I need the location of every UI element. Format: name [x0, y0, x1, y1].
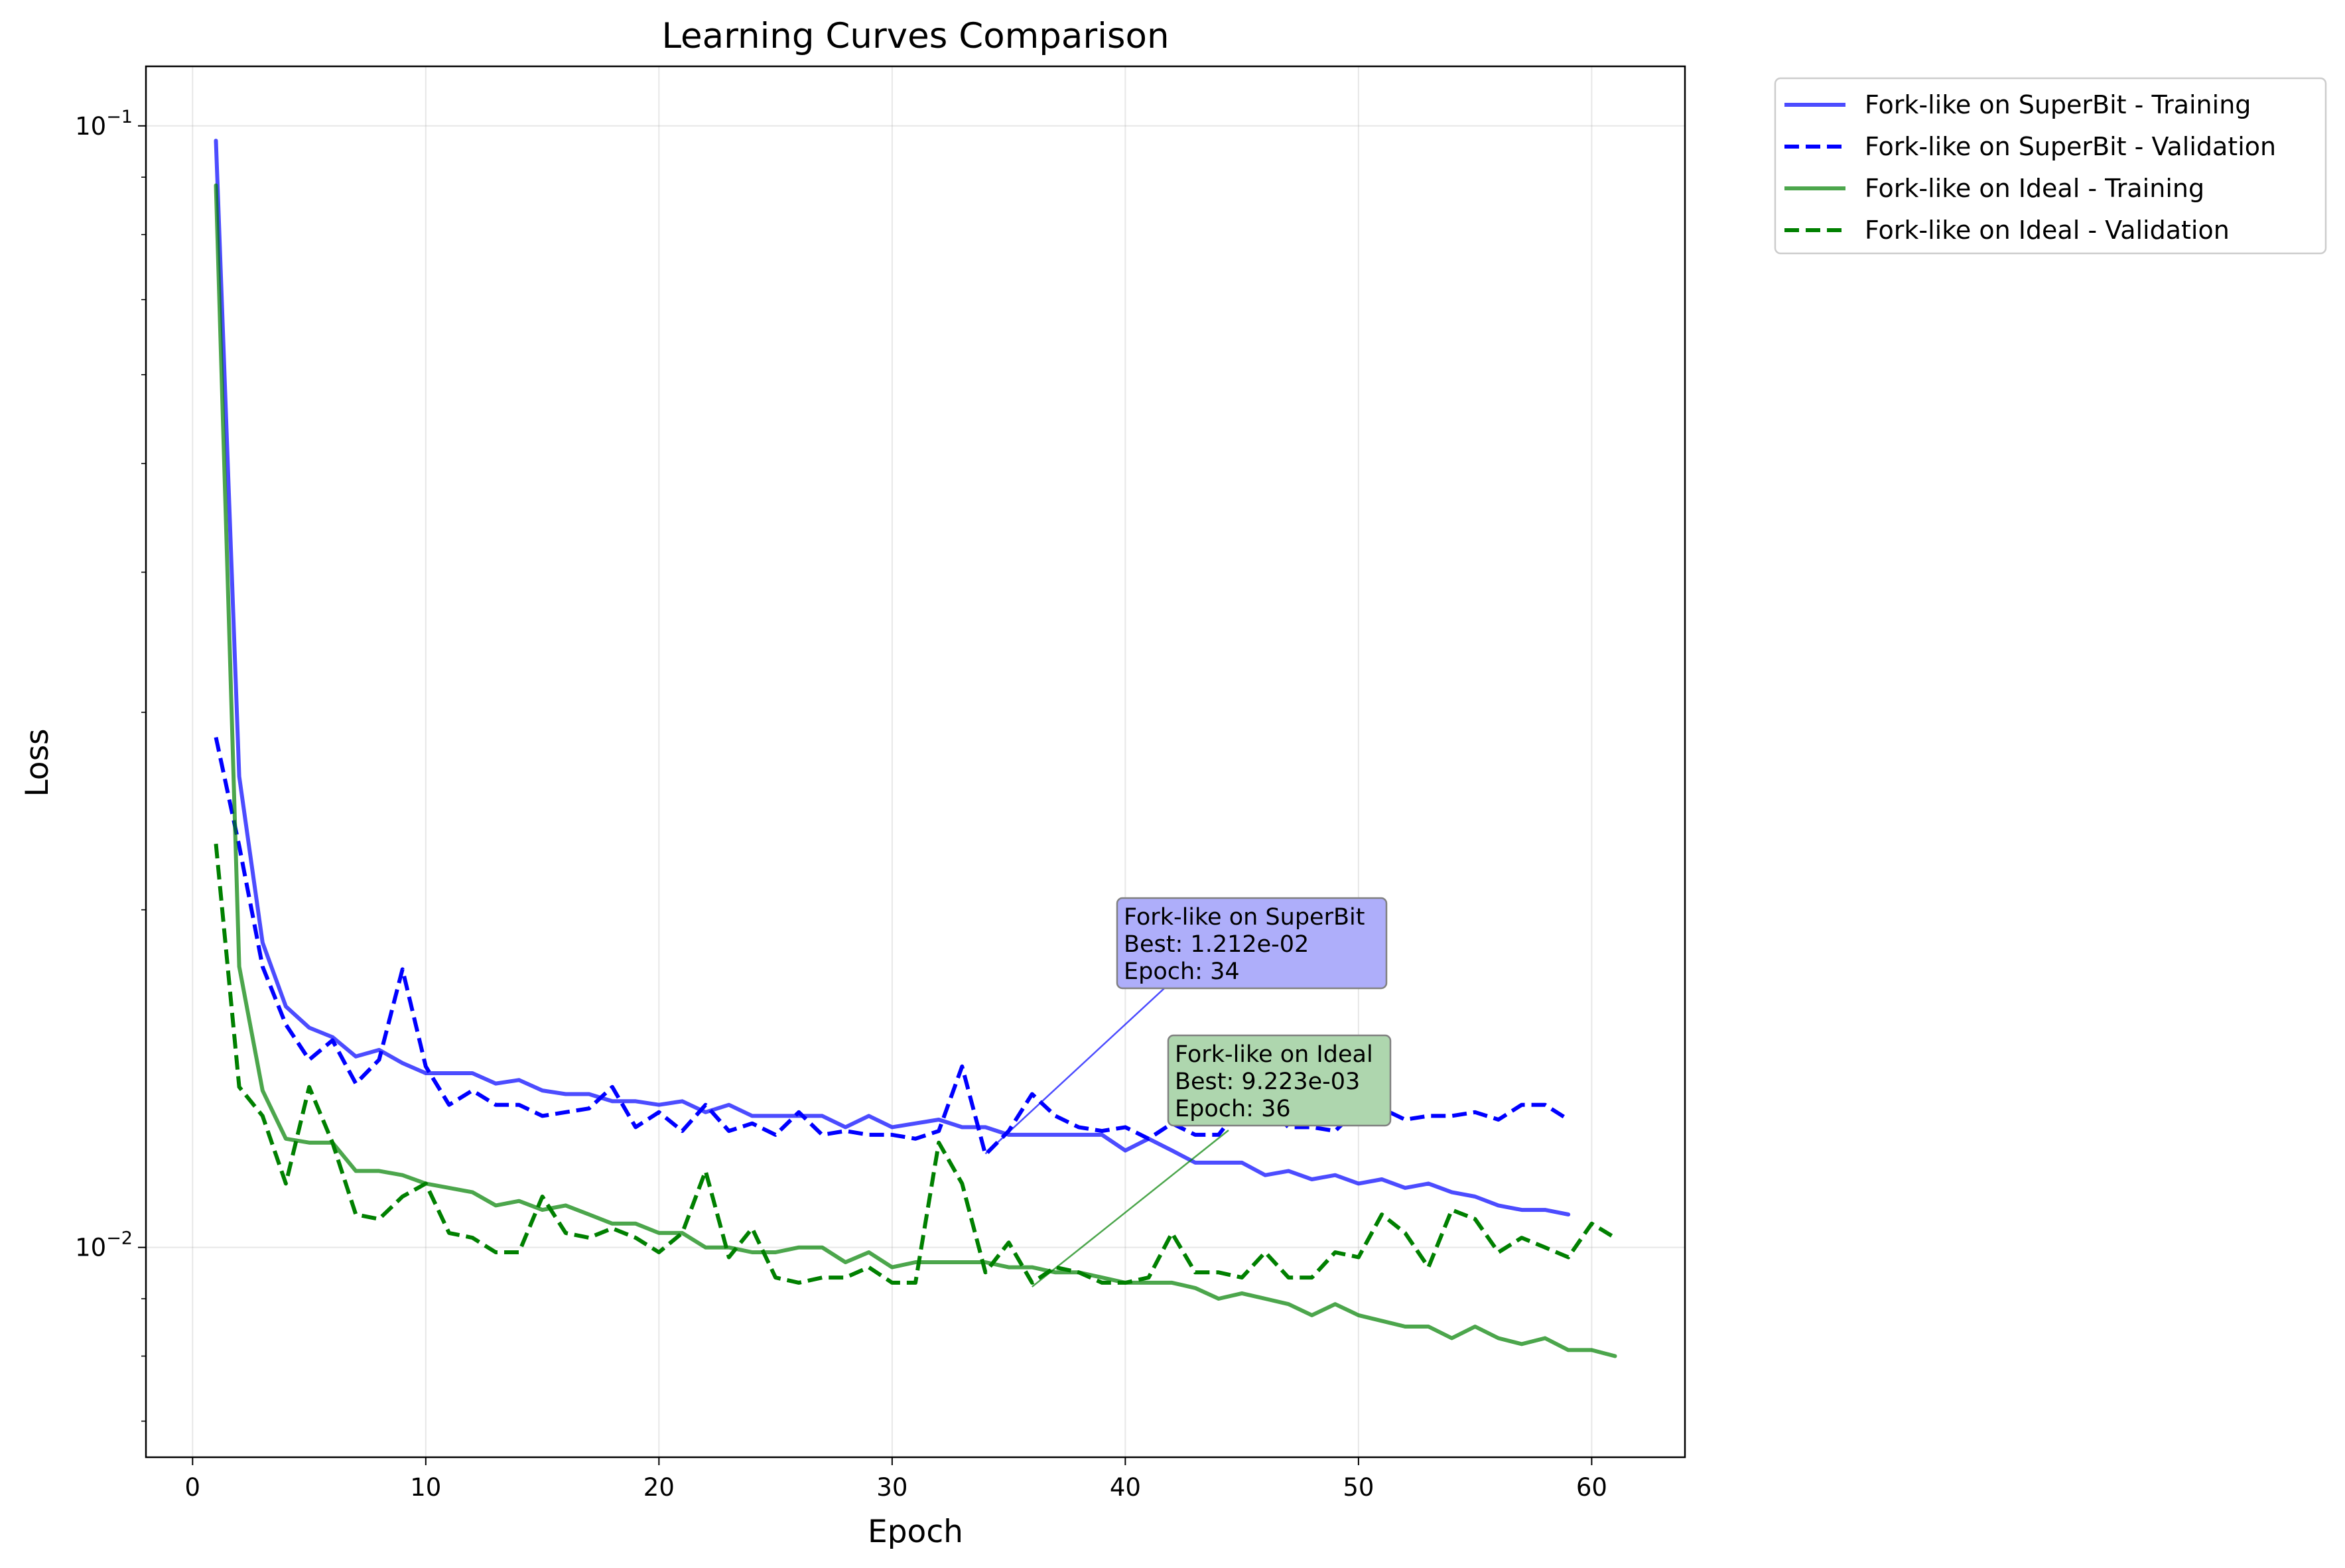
series-line-3	[214, 843, 1617, 1285]
y-axis-label: Loss	[19, 728, 56, 797]
legend-label: Fork-like on Ideal - Validation	[1865, 216, 2230, 245]
annotation-arrow	[1031, 1130, 1229, 1288]
x-tick-label: 10	[410, 1473, 441, 1502]
y-axis-ticks: 10−110−2	[75, 107, 146, 1422]
y-tick-base: 10	[75, 1234, 106, 1262]
x-axis-label: Epoch	[868, 1514, 963, 1550]
series-line-2	[214, 183, 1617, 1358]
annotation-text: Epoch: 34	[1124, 958, 1240, 985]
legend-label: Fork-like on Ideal - Training	[1865, 174, 2204, 203]
y-tick-base: 10	[75, 112, 106, 141]
y-tick-exponent: −2	[106, 1228, 133, 1249]
series-line-0	[214, 139, 1571, 1216]
x-axis-ticks: 0 10 20 30 40 50 60	[185, 1457, 1607, 1502]
annotation-text: Fork-like on SuperBit	[1124, 904, 1365, 931]
y-tick-label: 10−1	[75, 107, 133, 141]
annotation-text: Epoch: 36	[1175, 1096, 1291, 1122]
y-tick-label: 10−2	[75, 1228, 133, 1262]
annotation-box	[1167, 1034, 1392, 1127]
chart-title: Learning Curves Comparison	[661, 16, 1169, 56]
legend-frame	[1774, 77, 2327, 255]
x-tick-label: 20	[643, 1473, 675, 1502]
annotation-arrow	[984, 956, 1199, 1155]
y-tick-exponent: −1	[106, 107, 133, 127]
legend: Fork-like on SuperBit - Training Fork-lik…	[1774, 77, 2327, 255]
annotation-box	[1116, 897, 1388, 990]
annotation-text: Best: 9.223e-03	[1175, 1069, 1360, 1095]
x-tick-label: 50	[1343, 1473, 1374, 1502]
annotation-text: Fork-like on Ideal	[1175, 1041, 1373, 1068]
x-tick-label: 40	[1110, 1473, 1141, 1502]
x-tick-label: 0	[185, 1473, 201, 1502]
legend-label: Fork-like on SuperBit - Validation	[1865, 132, 2276, 161]
x-tick-label: 30	[876, 1473, 907, 1502]
legend-label: Fork-like on SuperBit - Training	[1865, 90, 2251, 119]
annotation-text: Best: 1.212e-02	[1124, 931, 1309, 958]
x-tick-label: 60	[1576, 1473, 1607, 1502]
plot-area-frame	[145, 65, 1686, 1459]
